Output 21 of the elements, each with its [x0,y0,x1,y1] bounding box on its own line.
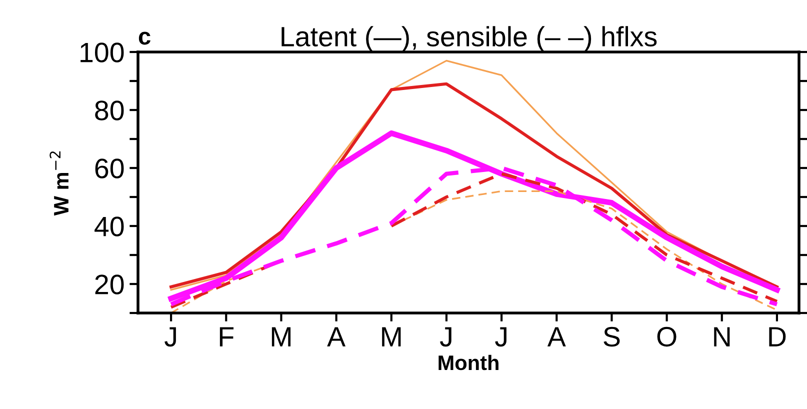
x-axis-title: Month [438,354,498,370]
y-tick-label: 60 [95,158,124,178]
x-tick-label: J [164,327,176,347]
x-tick-label: S [604,326,620,347]
x-tick-label: A [547,327,566,346]
x-tick-label: J [440,327,452,347]
x-tick-label: A [327,327,346,346]
x-tick-label: M [382,327,401,346]
y-tick-label: 40 [94,216,124,236]
y-tick-label: 100 [80,42,124,62]
x-tick-label: F [220,327,234,346]
y-tick-label: 80 [95,100,124,120]
x-tick-label: J [495,327,506,347]
y-axis-title: W m$^{−2}$ [50,151,68,216]
x-tick-label: N [714,327,730,346]
x-tick-label: O [657,326,676,347]
text: c [138,32,150,45]
x-tick-label: M [272,327,291,346]
x-tick-label: D [769,327,786,346]
y-tick-label: 20 [95,274,124,294]
chart-title: Latent (—), sensible (– –) hflxs [282,26,657,52]
